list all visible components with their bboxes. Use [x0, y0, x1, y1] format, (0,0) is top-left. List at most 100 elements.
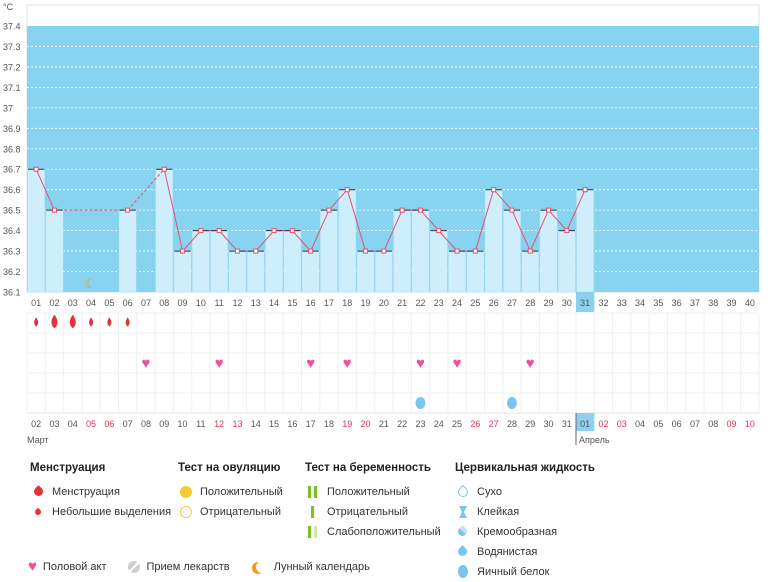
fluid-egg-white-icon	[506, 397, 517, 409]
legend-label: Положительный	[200, 486, 283, 498]
temperature-point	[527, 248, 533, 254]
temperature-line-segment	[218, 230, 238, 252]
day-number: 29	[544, 298, 554, 308]
date-label: 06	[104, 419, 114, 429]
date-label: 21	[379, 419, 389, 429]
date-label: 19	[342, 419, 352, 429]
date-label: 24	[434, 419, 444, 429]
heart-icon: ♥	[343, 355, 352, 372]
temperature-bar	[374, 250, 393, 293]
day-number: 06	[123, 298, 133, 308]
single-bar-icon	[305, 504, 327, 520]
pill-icon	[128, 561, 141, 573]
menstruation-drop	[89, 317, 94, 327]
temperature-bar	[356, 250, 375, 293]
legend-item-spotting: Небольшие выделения	[30, 502, 171, 522]
day-number: 12	[232, 298, 242, 308]
month-label: Март	[27, 435, 49, 445]
date-label: 16	[287, 419, 297, 429]
y-tick-label: 36.8	[3, 144, 21, 154]
heart-icon: ♥	[306, 355, 315, 372]
date-label: 13	[232, 419, 242, 429]
legend-ovulation-title: Тест на овуляцию	[178, 462, 281, 474]
temperature-line-segment	[182, 230, 202, 252]
oval-icon	[455, 564, 477, 580]
day-number: 08	[159, 298, 169, 308]
temperature-bar	[191, 230, 210, 293]
day-number: 35	[653, 298, 663, 308]
legend-label: Сухо	[477, 486, 502, 498]
day-number: 27	[507, 298, 517, 308]
temperature-bar	[27, 168, 46, 293]
heart-icon: ♥	[28, 558, 37, 575]
date-label: 08	[141, 419, 151, 429]
temperature-point	[161, 166, 167, 172]
y-tick-label: 36.2	[3, 267, 21, 277]
temperature-point	[216, 228, 222, 234]
day-number: 21	[397, 298, 407, 308]
day-number: 10	[196, 298, 206, 308]
temperature-line-segment	[328, 189, 348, 211]
date-label: 11	[196, 419, 205, 429]
temperature-line-segment	[529, 209, 550, 252]
legend-item-ovulation-positive: Положительный	[178, 482, 283, 502]
temperature-point	[436, 228, 442, 234]
menstruation-drop	[51, 314, 58, 329]
temperature-point	[454, 248, 460, 254]
temperature-point	[271, 228, 277, 234]
date-label: 10	[178, 419, 188, 429]
date-label: 14	[251, 419, 261, 429]
day-number: 05	[104, 298, 114, 308]
temperature-bar	[228, 250, 247, 293]
date-label: 25	[452, 419, 462, 429]
legend-fluid-title: Цервикальная жидкость	[455, 462, 595, 474]
temperature-point	[363, 248, 369, 254]
date-label: 26	[470, 419, 480, 429]
temperature-line-segment	[548, 209, 568, 231]
temperature-bar	[265, 230, 283, 293]
date-label: 09	[159, 419, 169, 429]
date-label: 29	[525, 419, 535, 429]
temperature-band	[27, 26, 759, 292]
day-number: 19	[361, 298, 371, 308]
legend-menstruation: Менструация Менструация Небольшие выделе…	[30, 462, 171, 522]
temperature-line-segment	[493, 189, 513, 211]
legend-label: Клейкая	[477, 506, 520, 518]
temperature-bar	[320, 209, 338, 293]
legend-pregnancy: Тест на беременность Положительный Отриц…	[305, 462, 441, 542]
legend-item-eggwhite: Яичный белок	[455, 562, 595, 582]
legend-item-pregnancy-negative: Отрицательный	[305, 502, 441, 522]
temperature-line-segment	[255, 230, 275, 252]
day-number: 32	[598, 298, 608, 308]
legend-item-medication: Прием лекарств	[128, 561, 230, 573]
temperature-line-segment	[566, 189, 586, 231]
temperature-bar	[411, 209, 430, 293]
menstruation-drop	[69, 314, 76, 329]
date-label: 03	[617, 419, 627, 429]
hourglass-icon	[455, 504, 477, 520]
legend-label: Лунный календарь	[273, 561, 370, 573]
temperature-bar	[521, 250, 540, 293]
drop-large-icon	[30, 484, 52, 500]
temperature-bar	[118, 209, 137, 293]
day-number: 36	[672, 298, 682, 308]
day-number: 01	[31, 298, 41, 308]
y-tick-label: 36.7	[3, 165, 21, 175]
month-label: Апрель	[579, 435, 610, 445]
date-label: 27	[489, 419, 499, 429]
day-number: 15	[287, 298, 297, 308]
legend-item-pregnancy-positive: Положительный	[305, 482, 441, 502]
heart-icon: ♥	[141, 355, 150, 372]
legend-item-creamy: Кремообразная	[455, 522, 595, 542]
date-label: 02	[31, 419, 41, 429]
legend-menstruation-title: Менструация	[30, 462, 106, 474]
legend-item-menstruation: Менструация	[30, 482, 171, 502]
day-number: 11	[214, 298, 223, 308]
legend-label: Отрицательный	[200, 506, 281, 518]
temperature-bar	[45, 209, 64, 293]
day-number: 17	[324, 298, 334, 308]
temperature-point	[381, 248, 387, 254]
y-tick-label: 37	[3, 103, 13, 113]
day-number: 26	[489, 298, 499, 308]
temperature-point	[180, 248, 186, 254]
